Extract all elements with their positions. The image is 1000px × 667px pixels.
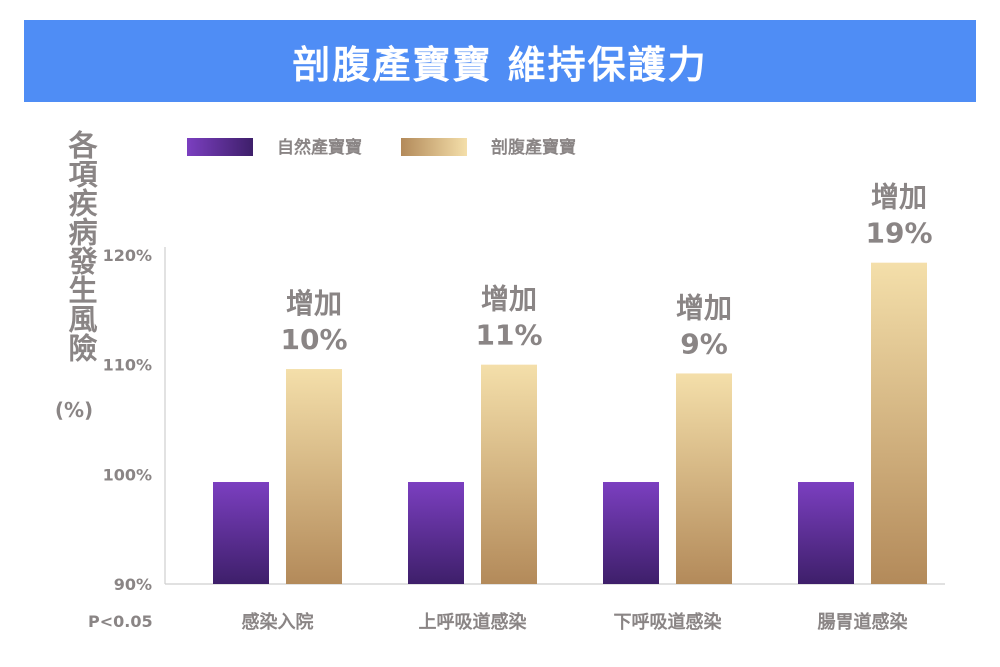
title-banner: 剖腹產寶寶 維持保護力 [24,20,976,102]
increase-value-3: 9% [680,327,728,360]
y-axis-label: 各項疾病發生風險 [64,130,98,362]
y-tick-label: 90% [114,575,152,594]
bar-csection-3 [676,373,732,584]
increase-value-4: 19% [865,217,932,250]
increase-value-2: 11% [475,319,542,352]
y-tick-label: 120% [103,246,152,265]
y-tick-label: 100% [103,465,152,484]
increase-label-2: 增加 [481,283,537,316]
increase-label-1: 增加 [286,287,342,320]
legend-swatch-2 [401,138,467,156]
increase-label-4: 增加 [871,181,927,214]
bar-natural-2 [408,482,464,584]
bar-csection-1 [286,369,342,584]
bar-natural-1 [213,482,269,584]
legend-label-1: 自然產寶寶 [277,137,362,158]
bar-natural-3 [603,482,659,584]
x-category-label: 腸胃道感染 [818,611,909,633]
increase-label-3: 增加 [676,291,732,324]
y-axis-unit: (%) [54,398,94,422]
bar-csection-2 [481,364,537,584]
legend-label-2: 剖腹產寶寶 [491,137,576,158]
legend-swatch-1 [187,138,253,156]
x-category-label: 下呼吸道感染 [614,611,723,633]
y-tick-label: 110% [103,356,152,375]
bar-natural-4 [798,482,854,584]
x-category-label: 上呼吸道感染 [419,611,528,633]
x-category-label: 感染入院 [242,611,314,633]
bar-csection-4 [871,262,927,584]
increase-value-1: 10% [280,323,347,356]
significance-note: P<0.05 [88,612,153,631]
page-title: 剖腹產寶寶 維持保護力 [292,42,708,87]
